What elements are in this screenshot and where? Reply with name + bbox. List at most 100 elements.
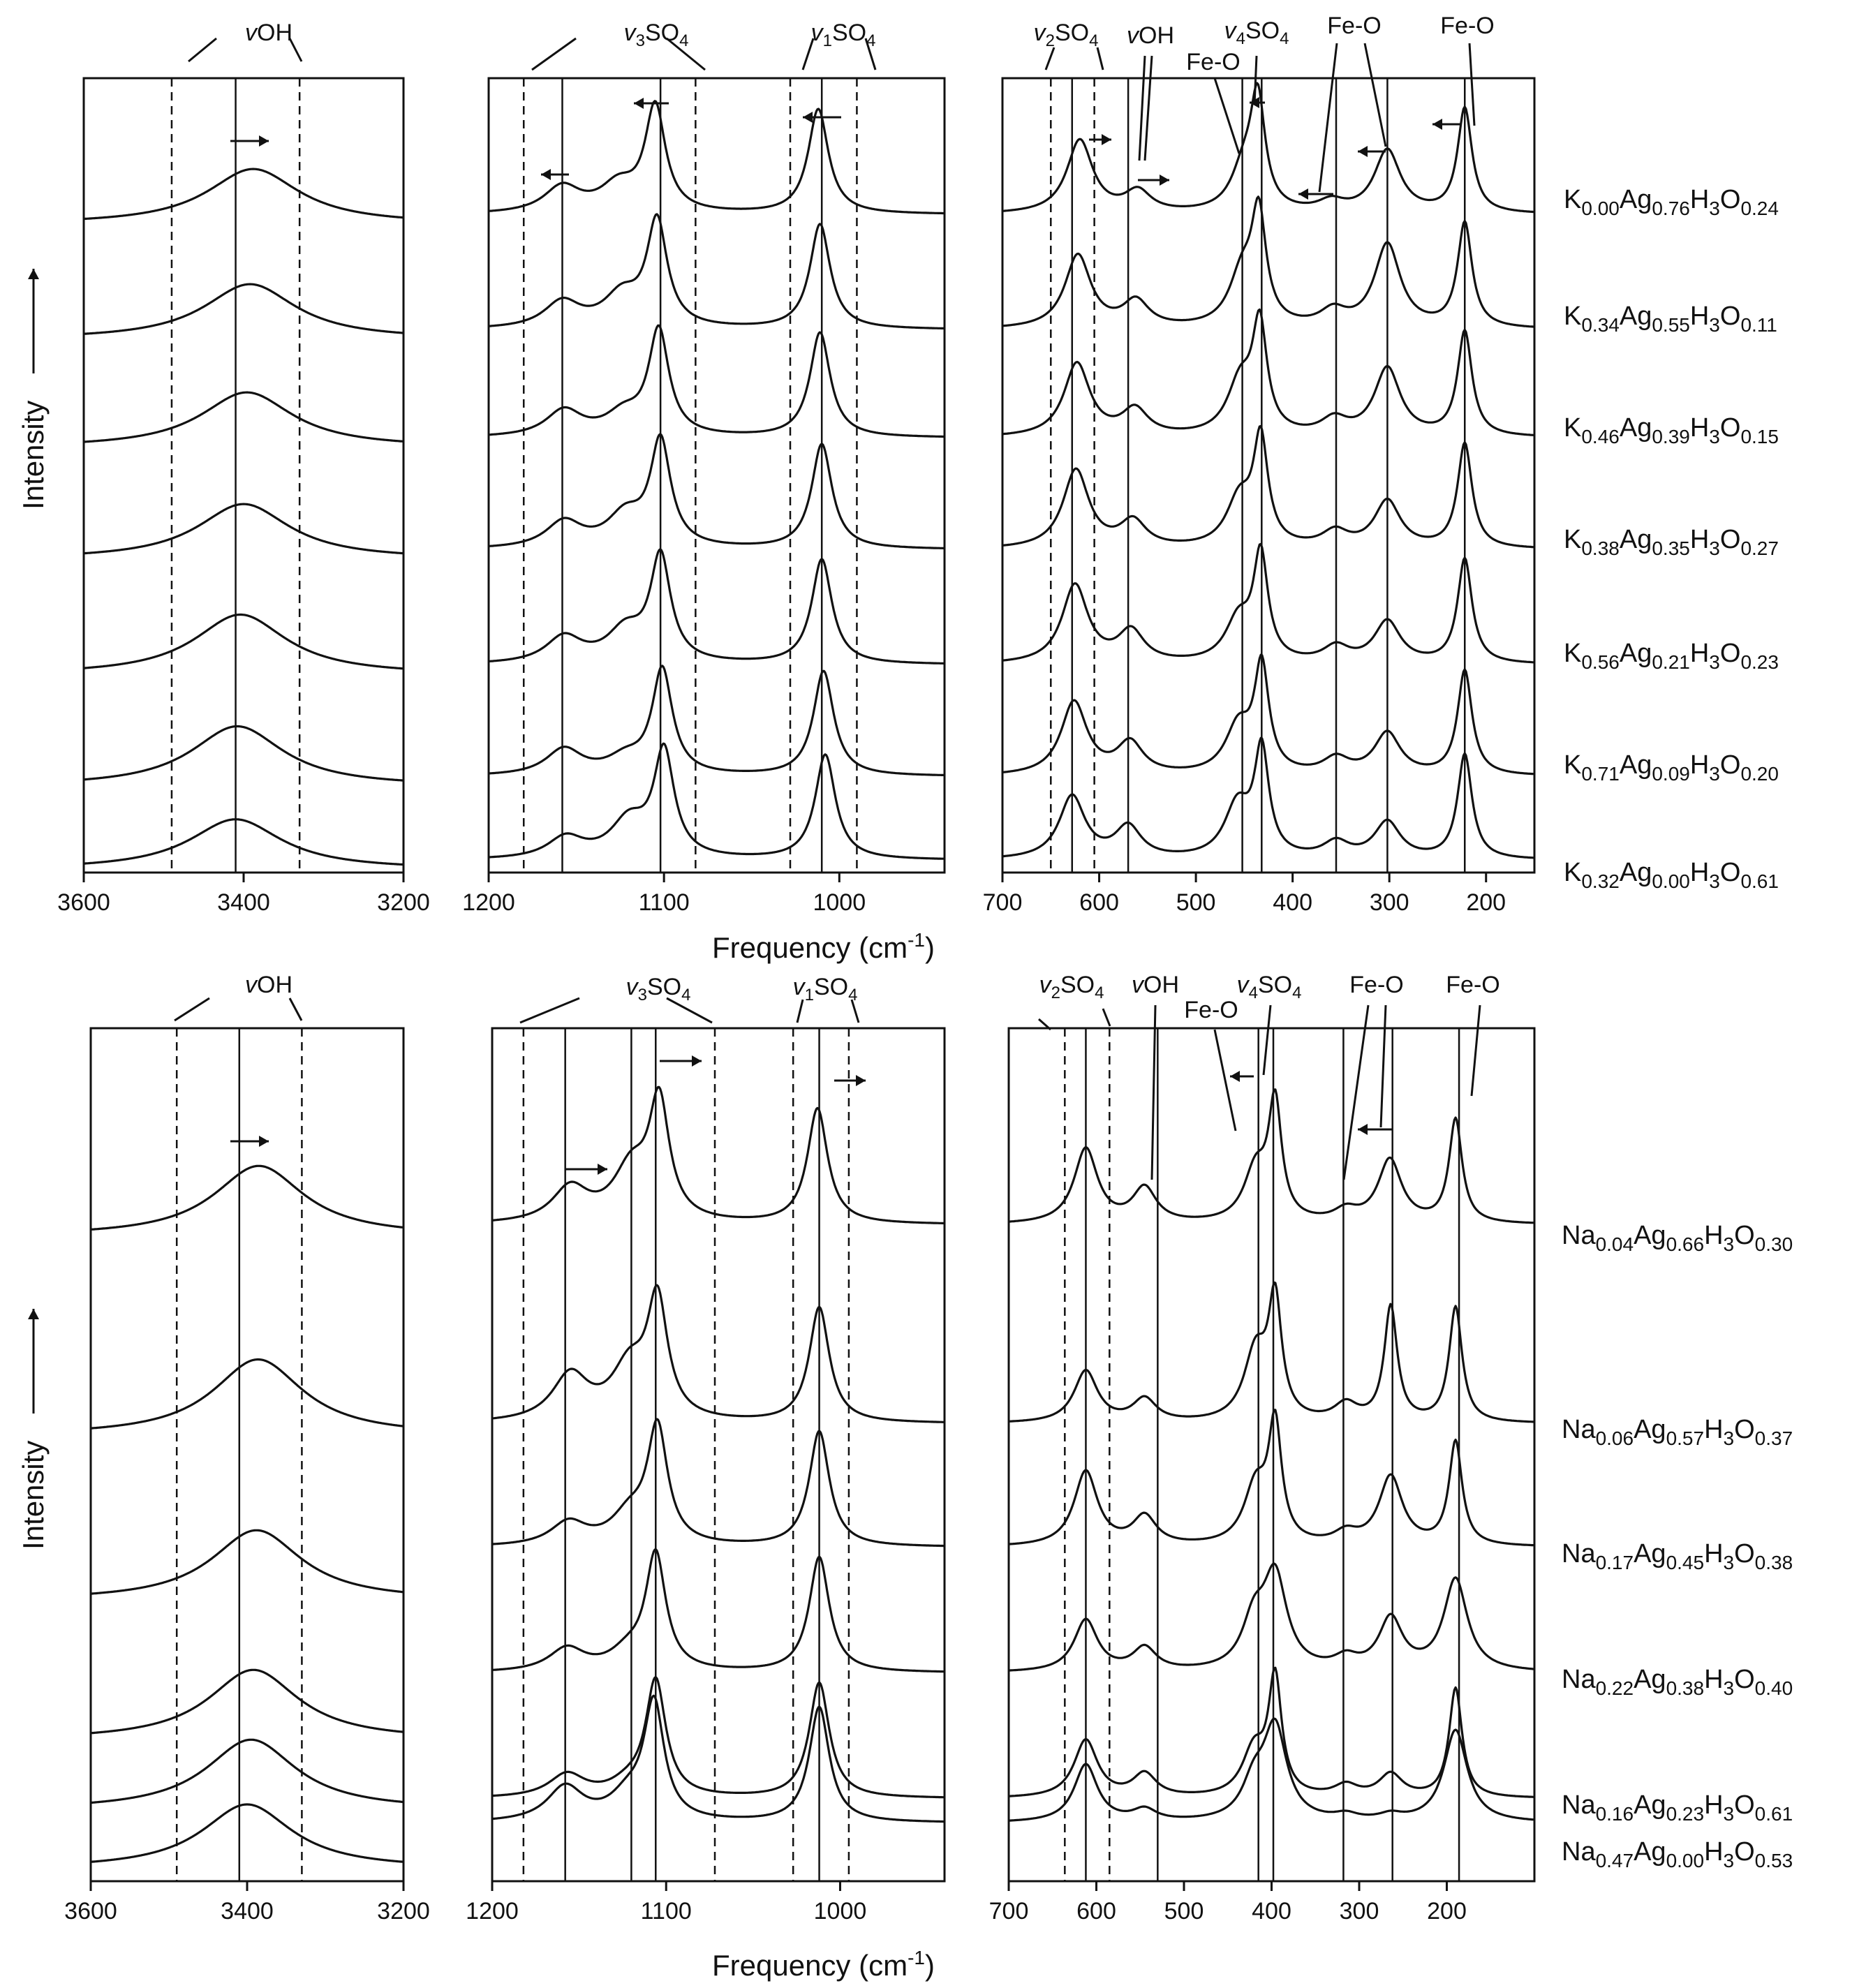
annotation-bot_FeO_c: Fe-O <box>1446 972 1500 998</box>
x-tick-label: 300 <box>1370 889 1409 916</box>
sample-label-Na: Na0.47Ag0.00H3O0.53 <box>1562 1837 1793 1871</box>
leader-line <box>1138 55 1146 161</box>
shift-arrow-head <box>1102 134 1111 145</box>
leader-line <box>288 38 303 62</box>
x-tick-label: 1100 <box>639 889 690 916</box>
spectrum-line <box>90 1668 404 1735</box>
plot-frame <box>491 1027 946 1883</box>
x-tick-label: 600 <box>1079 889 1119 916</box>
spectrum-line <box>491 1284 945 1423</box>
sample-label-K: K0.71Ag0.09H3O0.20 <box>1564 750 1779 785</box>
leader-line <box>1150 1004 1157 1180</box>
spectrum-line <box>1002 195 1535 328</box>
svg-text:Intensity: Intensity <box>17 401 50 510</box>
leader-line <box>864 38 877 71</box>
plot-frame <box>89 1027 405 1883</box>
leader-line <box>1379 1004 1387 1128</box>
annotation-bot_v4SO4: v4SO4 <box>1237 972 1302 1002</box>
leader-line <box>1468 43 1476 126</box>
spectrum-line <box>90 1803 404 1863</box>
sample-label-K: K0.00Ag0.76H3O0.24 <box>1564 185 1779 219</box>
annotation-top_FeO_c: Fe-O <box>1440 13 1494 39</box>
spectrum-line <box>1002 542 1535 664</box>
spectrum-line <box>83 725 404 782</box>
spectrum-line <box>90 1529 404 1595</box>
leader-line <box>1143 55 1153 161</box>
x-tick-label: 300 <box>1340 1898 1379 1924</box>
x-tick-label: 1200 <box>466 1898 519 1924</box>
x-axis-label-top: Frequency (cm-1) <box>712 929 935 964</box>
spectrum-line <box>90 1738 404 1804</box>
x-tick-label: 1000 <box>813 889 866 916</box>
shift-arrow-head <box>1298 188 1308 200</box>
x-tick-label: 1000 <box>814 1898 867 1924</box>
annotation-bot_v2SO4: v2SO4 <box>1039 972 1104 1002</box>
x-tick-label: 3400 <box>217 889 270 916</box>
spectrum-line <box>488 742 945 860</box>
leader-line <box>1213 77 1241 154</box>
x-tick-label: 700 <box>989 1898 1029 1924</box>
annotation-top_FeO_b: Fe-O <box>1327 13 1381 39</box>
leader-line <box>1318 43 1338 193</box>
panel-K-lattice: 700 600 500 400 300 200 <box>983 77 1536 916</box>
spectrum-line <box>1002 308 1535 436</box>
panel-Na-vOH: 3600 3400 3200 <box>64 1027 430 1924</box>
sample-label-K: K0.46Ag0.39H3O0.15 <box>1564 413 1779 447</box>
plot-frame <box>1007 1027 1536 1883</box>
plot-frame <box>1001 77 1536 874</box>
spectrum-line <box>488 213 945 329</box>
x-tick-label: 1100 <box>641 1898 692 1924</box>
annotation-bot_v3SO4: v3SO4 <box>626 974 691 1004</box>
leader-line <box>666 997 713 1024</box>
sample-label-Na: Na0.16Ag0.23H3O0.61 <box>1562 1790 1793 1825</box>
panel-K-SO4-stretch: 1200 1100 1000 <box>462 77 946 916</box>
sample-label-Na: Na0.17Ag0.45H3O0.38 <box>1562 1539 1793 1573</box>
x-tick-label: 400 <box>1273 889 1312 916</box>
x-tick-label: 3600 <box>64 1898 117 1924</box>
spectrum-line <box>491 1085 945 1225</box>
x-tick-label: 200 <box>1466 889 1506 916</box>
x-tick-label: 3200 <box>377 1898 430 1924</box>
x-tick-label: 500 <box>1176 889 1216 916</box>
spectrum-line <box>488 100 945 215</box>
spectrum-line <box>1008 1409 1535 1547</box>
shift-arrow-head <box>1250 97 1259 108</box>
x-tick-label: 3400 <box>221 1898 274 1924</box>
spectrum-line <box>83 168 404 221</box>
sample-label-K: K0.34Ag0.55H3O0.11 <box>1564 302 1777 336</box>
leader-line <box>1044 47 1056 71</box>
annotation-top_FeO_a: Fe-O <box>1186 49 1240 75</box>
spectrum-line <box>488 433 945 550</box>
spectra-panels: 3600 3400 3200 1200 1100 1000 700 600 500 400 300 2… <box>57 77 1536 1924</box>
x-tick-label: 500 <box>1164 1898 1204 1924</box>
annotation-top_v1SO4: v1SO4 <box>811 20 876 50</box>
leader-line <box>666 37 706 71</box>
annotation-bot_FeO_b: Fe-O <box>1349 972 1403 998</box>
shift-arrow-head <box>1432 119 1442 130</box>
leader-line <box>288 997 303 1021</box>
leader-line <box>801 38 815 71</box>
spectrum-line <box>488 548 945 665</box>
shift-arrow-head <box>259 1136 269 1147</box>
spectrum-line <box>1008 1088 1535 1224</box>
shift-arrow-head <box>1160 175 1169 186</box>
annotation-bot_vOH_lattice: vOH <box>1132 972 1179 998</box>
x-tick-label: 200 <box>1427 1898 1467 1924</box>
leader-line <box>531 37 577 71</box>
annotation-top_vOH_lattice: vOH <box>1127 22 1174 49</box>
panel-Na-lattice: 700 600 500 400 300 200 <box>989 1027 1536 1924</box>
y-axis-label-top: Intensity <box>17 269 50 510</box>
shift-arrow-head <box>541 169 551 180</box>
shift-arrow-head <box>692 1055 702 1067</box>
annotation-bot_vOH: vOH <box>245 972 293 998</box>
sample-labels: K0.00Ag0.76H3O0.24 K0.34Ag0.55H3O0.11 K0.4… <box>1562 185 1793 1871</box>
sample-label-K: K0.56Ag0.21H3O0.23 <box>1564 639 1779 673</box>
x-tick-label: 700 <box>983 889 1023 916</box>
annotation-bot_FeO_a: Fe-O <box>1184 997 1238 1023</box>
annotation-bot_v1SO4: v1SO4 <box>793 974 858 1004</box>
x-tick-label: 600 <box>1076 1898 1116 1924</box>
plot-frame <box>487 77 946 874</box>
x-tick-label: 1200 <box>462 889 515 916</box>
